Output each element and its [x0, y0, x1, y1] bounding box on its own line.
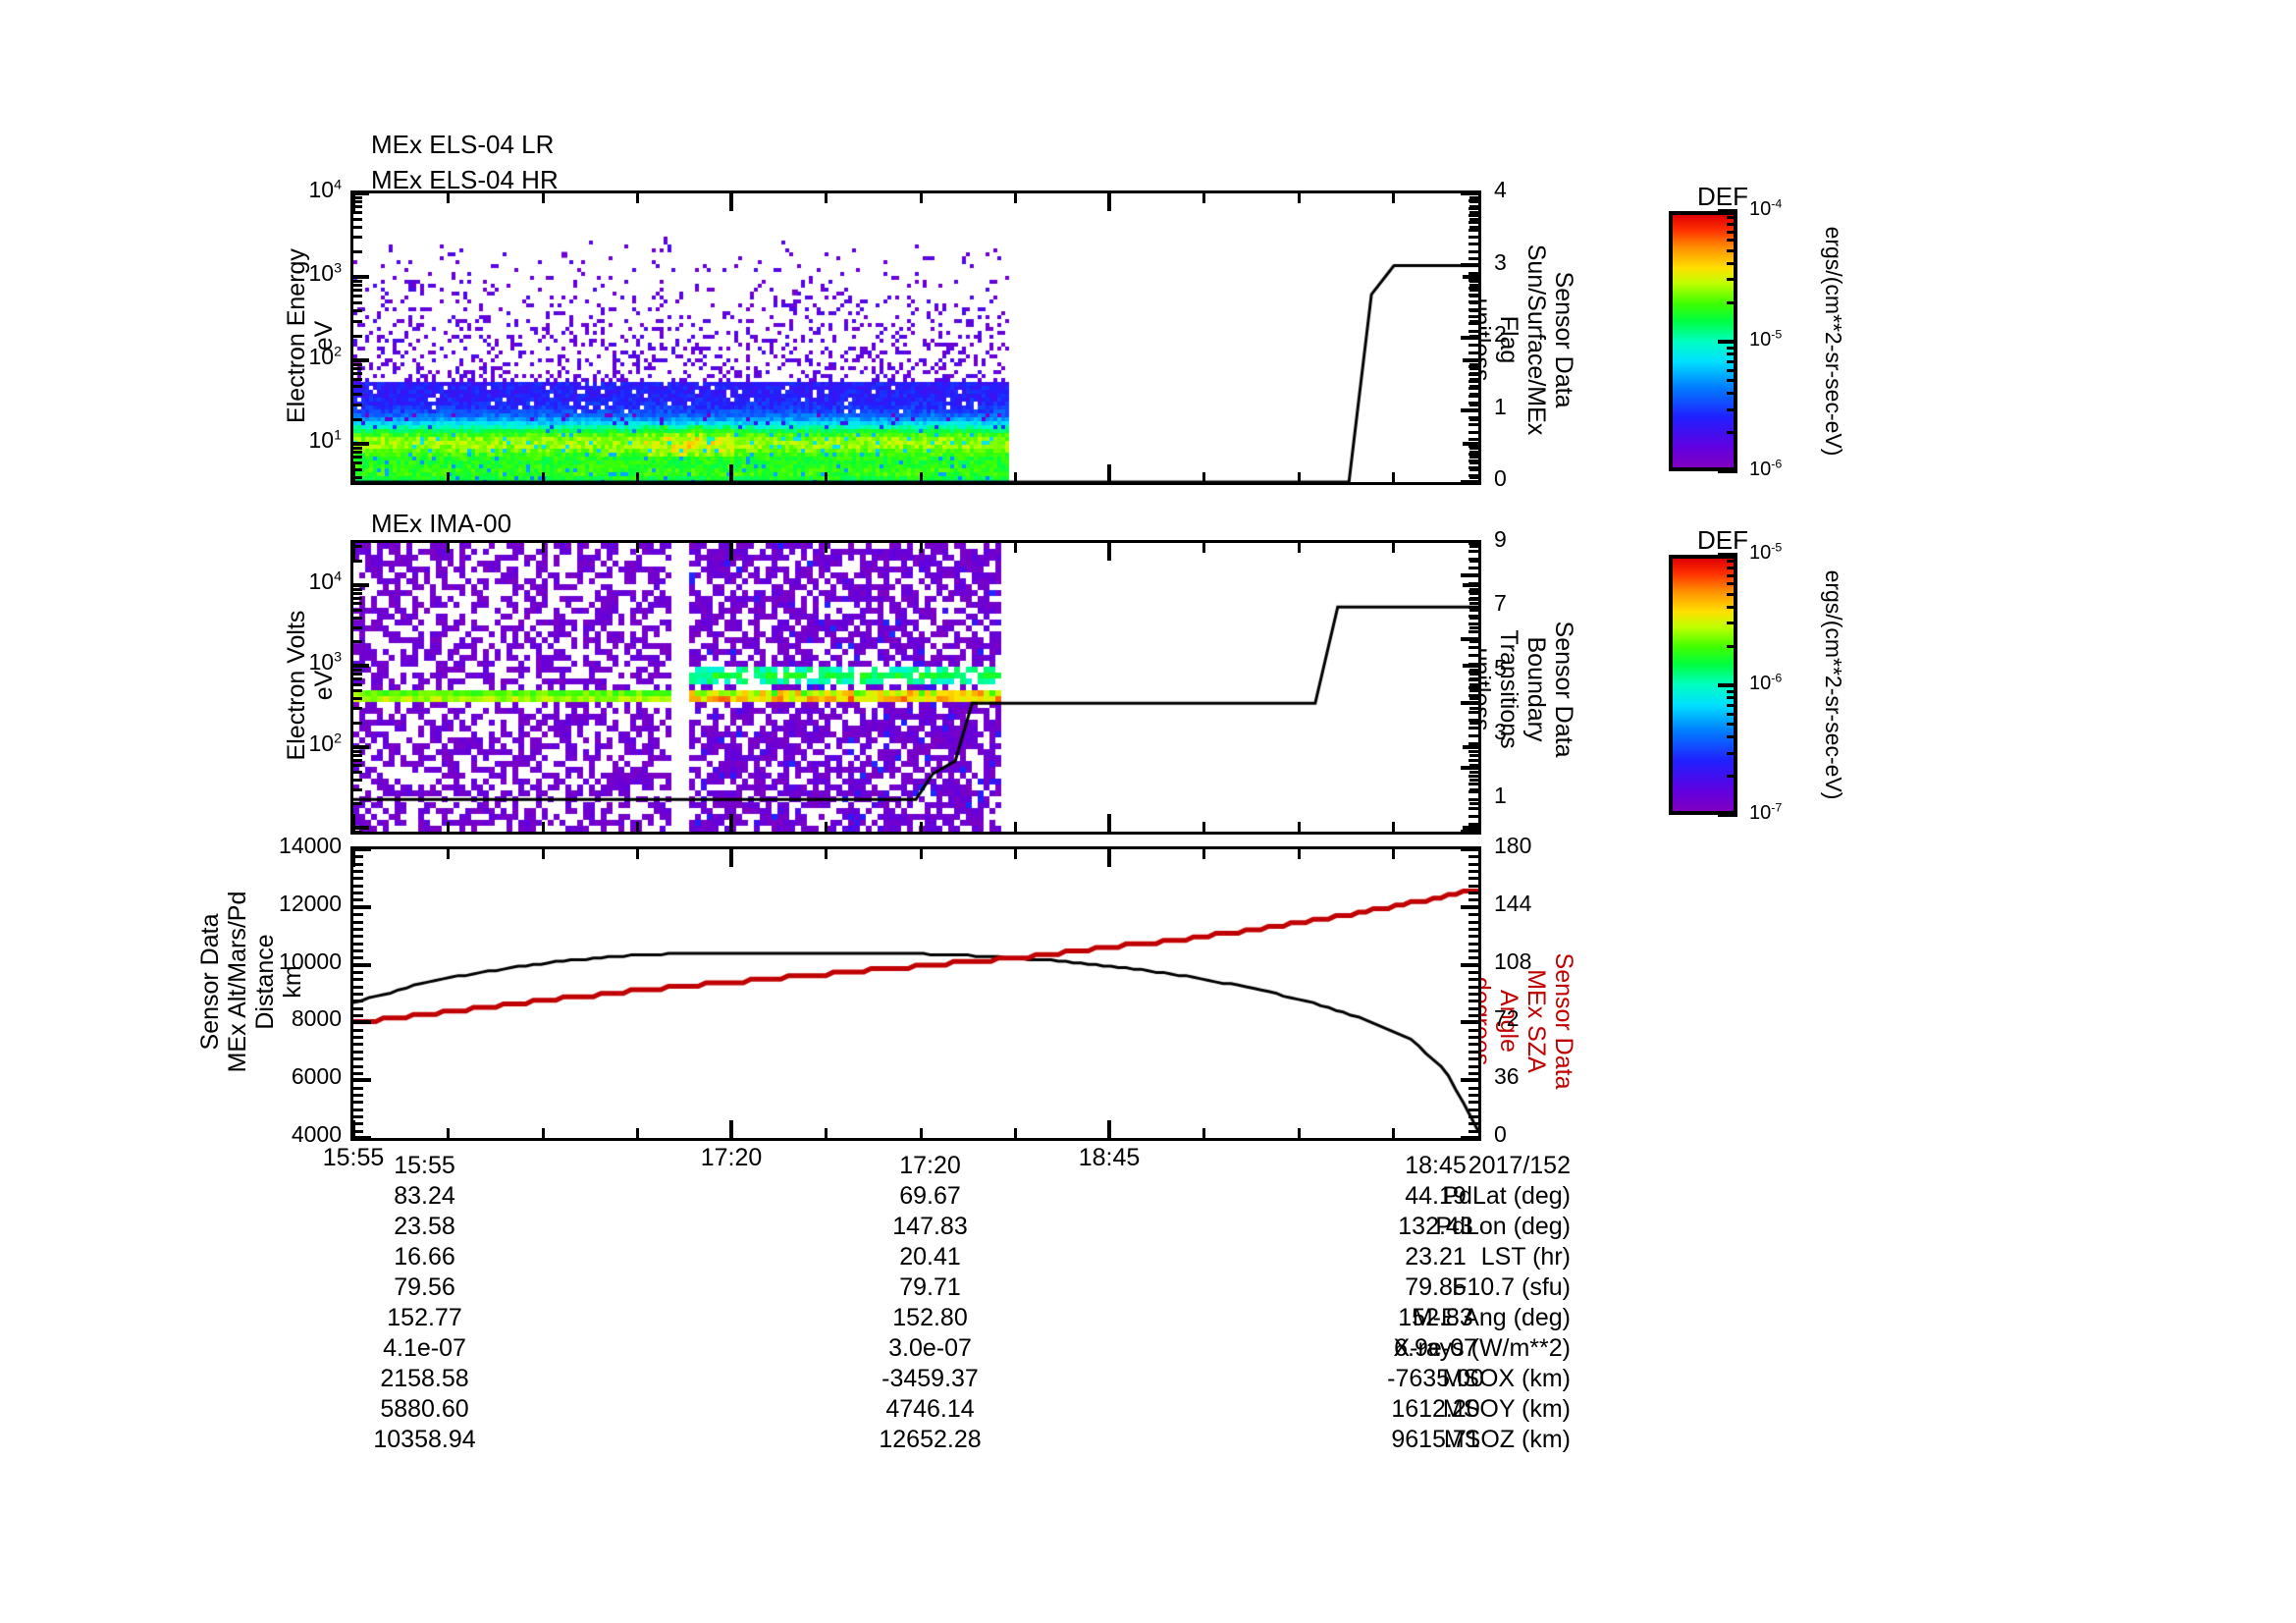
- table-cell: 5880.60: [380, 1395, 469, 1423]
- table-row-label: MSOX (km): [1442, 1365, 1571, 1392]
- table-cell: 147.83: [892, 1213, 968, 1240]
- colorbar-ima: [1669, 555, 1737, 815]
- table-row-label: F10.7 (sfu): [1452, 1273, 1571, 1301]
- table-row-label: LST (hr): [1480, 1243, 1571, 1271]
- y-tick-label-right: 180: [1494, 833, 1532, 858]
- panel-els-right-axis-title-line2: Sun/Surface/MEx: [1522, 243, 1550, 436]
- panel-els-title-hr: MEx ELS-04 HR: [371, 165, 559, 194]
- panel-alt: [350, 846, 1481, 1141]
- colorbar-tick-label: 10-5: [1749, 327, 1783, 351]
- table-row: MSOZ (km) 10358.94 12652.28 9615.71: [0, 1428, 1571, 1458]
- colorbar-els: [1669, 211, 1737, 471]
- colorbar-tick-label: 10-6: [1749, 671, 1783, 694]
- table-cell: 15:55: [394, 1152, 455, 1179]
- panel-alt-left-axis-title-line2: MEx Alt/Mars/Pd: [224, 891, 251, 1073]
- panel-alt-left-axis-title-line3: Distance: [251, 934, 279, 1030]
- colorbar-ima-unit: ergs/(cm**2-sr-sec-eV): [1821, 569, 1846, 800]
- panel-alt-right-axis-title-line3: Angle: [1495, 990, 1522, 1053]
- table-cell: 44.19: [1405, 1182, 1467, 1210]
- colorbar-tick-label: 10-7: [1749, 800, 1783, 824]
- table-cell: 20.41: [899, 1243, 961, 1271]
- panel-ima: [350, 540, 1481, 835]
- table-cell: 3.0e-07: [888, 1334, 972, 1362]
- table-cell: 16.66: [394, 1243, 455, 1271]
- panel-alt-right-axis-title-line1: Sensor Data: [1550, 952, 1577, 1090]
- panel-ima-left-axis-title-line2: eV: [310, 670, 338, 701]
- table-cell: 79.56: [394, 1273, 455, 1301]
- table-cell: 4.1e-07: [383, 1334, 466, 1362]
- table-row-label: MSOZ (km): [1443, 1426, 1571, 1453]
- bottom-table: 2017/152 15:55 17:20 18:45 PdLat (deg) 83.24 6…: [0, 1154, 1571, 1458]
- panel-ima-right-axis-title-line3: Transitions: [1495, 629, 1522, 749]
- table-row-label: PdLat (deg): [1442, 1182, 1571, 1210]
- panel-ima-right-axis-title: Sensor Data Boundary Transitions unitles…: [1468, 542, 1577, 837]
- table-row: MSOX (km) 2158.58 -3459.37 -7635.00: [0, 1367, 1571, 1397]
- panel-alt-right-axis-title-line2: MEx SZA: [1522, 969, 1550, 1073]
- table-cell: 10358.94: [373, 1426, 476, 1453]
- panel-els-right-axis-title: Sensor Data Sun/Surface/MEx Flag unitles…: [1468, 192, 1577, 487]
- panel-els-left-axis-title-line1: Electron Energy: [283, 248, 310, 423]
- table-row-label: M-E Ang (deg): [1412, 1304, 1571, 1331]
- table-cell: 132.43: [1398, 1213, 1473, 1240]
- table-row-label: X-rays (W/m**2): [1393, 1334, 1571, 1362]
- table-cell: 83.24: [394, 1182, 455, 1210]
- panel-els-title-lr: MEx ELS-04 LR: [371, 130, 555, 159]
- panel-els: [350, 190, 1481, 485]
- table-cell: 12652.28: [879, 1426, 982, 1453]
- table-row: 2017/152 15:55 17:20 18:45: [0, 1154, 1571, 1184]
- table-row: X-rays (W/m**2) 4.1e-07 3.0e-07 6.9e-07: [0, 1336, 1571, 1367]
- table-row: PdLat (deg) 83.24 69.67 44.19: [0, 1184, 1571, 1215]
- table-cell: -7635.00: [1387, 1365, 1484, 1392]
- table-row-label: PdLon (deg): [1435, 1213, 1571, 1240]
- table-row: LST (hr) 16.66 20.41 23.21: [0, 1245, 1571, 1275]
- panel-els-left-axis-title-line2: eV: [310, 320, 338, 352]
- panel-alt-right-axis-title: Sensor Data MEx SZA Angle degrees: [1468, 864, 1577, 1178]
- panel-ima-left-axis-title-line1: Electron Volts: [283, 610, 310, 761]
- table-cell: 2158.58: [380, 1365, 469, 1392]
- table-cell: 23.58: [394, 1213, 455, 1240]
- table-cell: 18:45: [1405, 1152, 1467, 1179]
- panel-els-left-axis-title: Electron Energy eV: [283, 189, 338, 483]
- colorbar-ima-title: DEF: [1697, 525, 1748, 555]
- table-row-label: MSOY (km): [1442, 1395, 1571, 1423]
- table-row-label: 2017/152: [1468, 1152, 1571, 1179]
- table-cell: 152.77: [387, 1304, 462, 1331]
- table-cell: 9615.71: [1391, 1426, 1480, 1453]
- table-cell: 1612.20: [1391, 1395, 1480, 1423]
- table-cell: -3459.37: [881, 1365, 979, 1392]
- table-cell: 6.9e-07: [1394, 1334, 1477, 1362]
- table-cell: 69.67: [899, 1182, 961, 1210]
- panel-ima-left-axis-title: Electron Volts eV: [283, 538, 338, 833]
- table-cell: 23.21: [1405, 1243, 1467, 1271]
- table-cell: 152.80: [892, 1304, 968, 1331]
- panel-alt-left-axis-title-line1: Sensor Data: [196, 913, 224, 1051]
- table-row: M-E Ang (deg) 152.77 152.80 152.83: [0, 1306, 1571, 1336]
- colorbar-tick-label: 10-6: [1749, 457, 1783, 480]
- panel-ima-right-axis-title-line2: Boundary: [1522, 636, 1550, 742]
- colorbar-els-title: DEF: [1697, 182, 1748, 211]
- colorbar-els-unit: ergs/(cm**2-sr-sec-eV): [1821, 226, 1846, 457]
- table-row: PdLon (deg) 23.58 147.83 132.43: [0, 1215, 1571, 1245]
- table-cell: 17:20: [899, 1152, 961, 1179]
- table-cell: 79.85: [1405, 1273, 1467, 1301]
- table-row: F10.7 (sfu) 79.56 79.71 79.85: [0, 1275, 1571, 1306]
- panel-alt-left-axis-title: Sensor Data MEx Alt/Mars/Pd Distance km: [196, 825, 306, 1139]
- panel-ima-title: MEx IMA-00: [371, 509, 512, 538]
- panel-ima-right-axis-title-line1: Sensor Data: [1550, 621, 1577, 758]
- panel-els-right-axis-title-line1: Sensor Data: [1550, 271, 1577, 408]
- table-row: MSOY (km) 5880.60 4746.14 1612.20: [0, 1397, 1571, 1428]
- table-cell: 79.71: [899, 1273, 961, 1301]
- panel-alt-left-axis-title-line4: km: [279, 965, 306, 999]
- table-cell: 152.83: [1398, 1304, 1473, 1331]
- panel-els-right-axis-title-line3: Flag: [1495, 315, 1522, 364]
- table-cell: 4746.14: [885, 1395, 975, 1423]
